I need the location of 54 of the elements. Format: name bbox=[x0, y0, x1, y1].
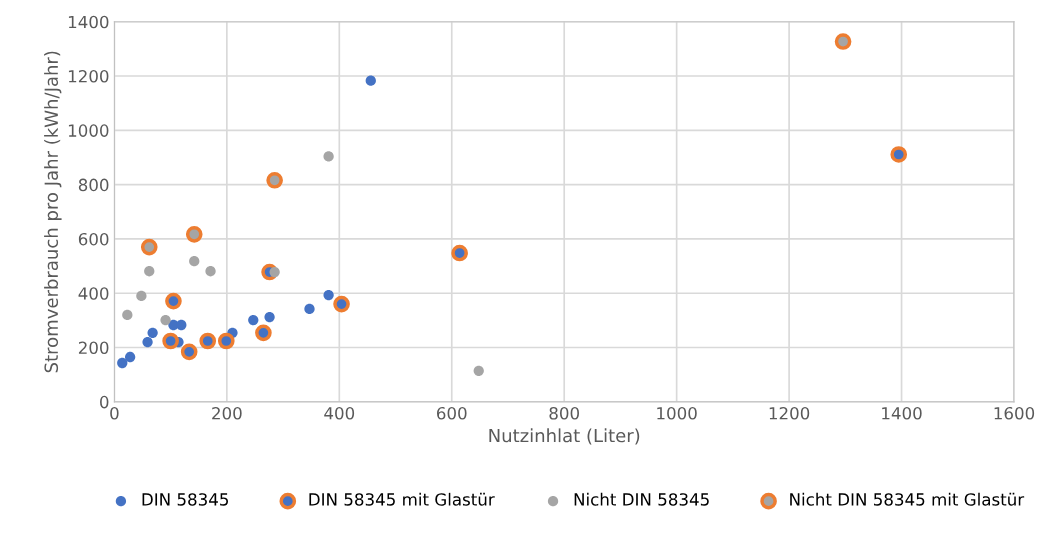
point bbox=[248, 314, 259, 326]
point bbox=[117, 357, 128, 369]
point bbox=[199, 332, 217, 350]
x-axis-title: Nutzinhlat (Liter) bbox=[489, 428, 640, 445]
y-tick-label: 1000 bbox=[68, 124, 109, 137]
y-tick-label: 800 bbox=[78, 178, 109, 192]
y-tick-label: 1200 bbox=[68, 69, 109, 83]
point bbox=[255, 324, 272, 342]
legend-label: DIN 58345 bbox=[142, 493, 228, 506]
point bbox=[142, 336, 153, 348]
point bbox=[122, 309, 133, 321]
point bbox=[473, 365, 484, 377]
point bbox=[451, 244, 468, 262]
point bbox=[147, 327, 158, 339]
x-tick-label: 1600 bbox=[994, 406, 1035, 420]
point bbox=[180, 343, 198, 361]
legend-label: Nicht DIN 58345 mit Glastür bbox=[790, 492, 1025, 506]
point bbox=[217, 332, 235, 350]
point bbox=[124, 351, 136, 363]
x-tick-label: 800 bbox=[549, 406, 579, 420]
point bbox=[162, 332, 179, 350]
point bbox=[266, 171, 283, 189]
point bbox=[176, 319, 187, 331]
y-tick-label: 200 bbox=[78, 341, 109, 355]
point bbox=[323, 151, 334, 162]
y-axis-title: Stromverbrauch pro Jahr (kWh/Jahr) bbox=[44, 51, 62, 373]
point bbox=[165, 292, 182, 310]
x-tick-label: 600 bbox=[437, 406, 467, 420]
x-tick-label: 200 bbox=[212, 406, 242, 420]
point bbox=[333, 295, 350, 313]
x-tick-label: 1000 bbox=[657, 406, 697, 420]
point bbox=[264, 311, 275, 323]
point bbox=[185, 225, 203, 243]
point bbox=[205, 266, 216, 277]
y-tick-label: 0 bbox=[100, 395, 109, 409]
x-tick-label: 1400 bbox=[882, 406, 922, 420]
point bbox=[189, 256, 200, 267]
x-tick-label: 400 bbox=[324, 406, 355, 420]
point bbox=[304, 303, 315, 315]
y-tick-label: 600 bbox=[78, 232, 109, 246]
point bbox=[323, 289, 334, 301]
x-tick-label: 0 bbox=[110, 406, 119, 420]
y-tick-label: 400 bbox=[78, 287, 109, 300]
point bbox=[144, 266, 155, 277]
point bbox=[136, 290, 147, 302]
point bbox=[160, 314, 171, 326]
point bbox=[140, 238, 158, 256]
x-tick-label: 1200 bbox=[769, 406, 810, 420]
y-tick-label: 1400 bbox=[68, 15, 109, 29]
point bbox=[365, 75, 376, 86]
point bbox=[890, 146, 908, 163]
legend-label: DIN 58345 mit Glastür bbox=[309, 492, 495, 506]
point bbox=[834, 33, 852, 50]
legend-label: Nicht DIN 58345 bbox=[574, 492, 709, 506]
